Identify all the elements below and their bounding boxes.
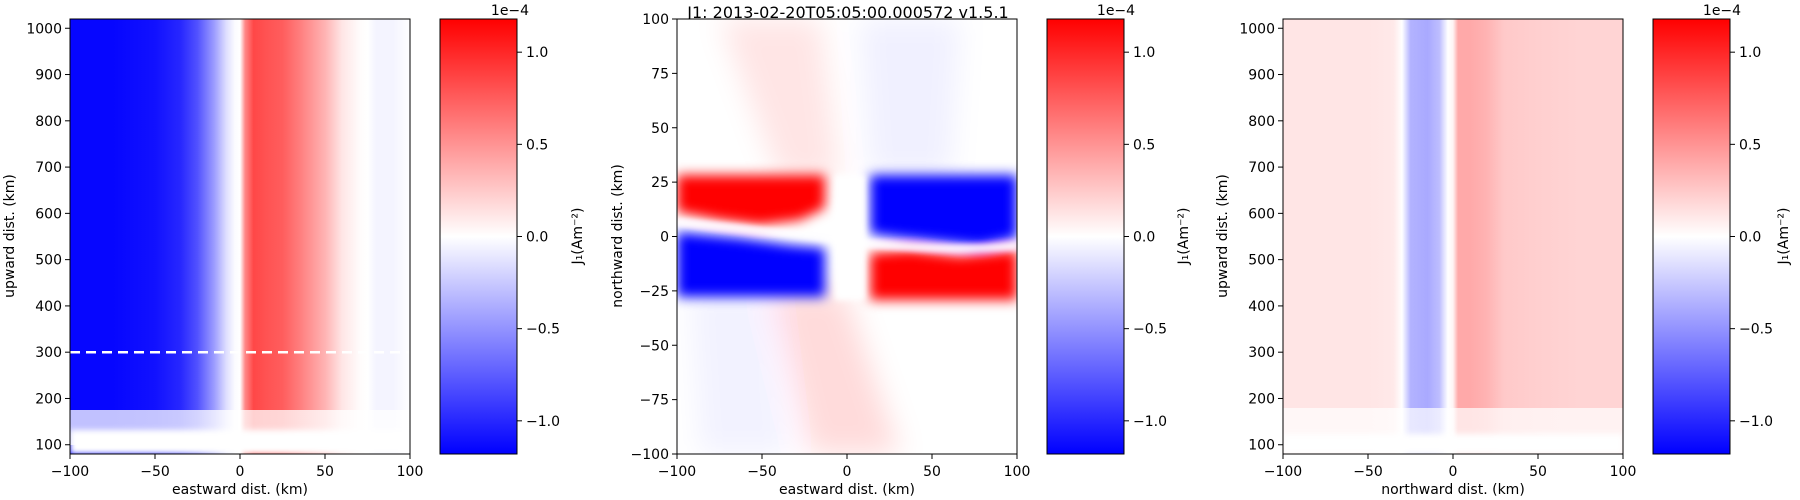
y-tick-label-a-800: 800 (35, 114, 62, 130)
colorbar-b-tick-label-3: −0.5 (1133, 322, 1167, 338)
x-tick-label-a-0: 0 (236, 464, 245, 480)
heatmap-b-center-gap (835, 175, 865, 300)
x-tick-label-b-50: 50 (923, 464, 941, 480)
y-tick-label-c-800: 800 (1248, 114, 1275, 130)
panel-eastward-northward: −100 −50 0 50 100 −100 −75 −50 −25 0 25 50 75 100 eas… (610, 12, 1030, 498)
x-tick-label-c--50: −50 (1353, 464, 1383, 480)
y-tick-label-a-600: 600 (35, 206, 62, 222)
y-tick-label-b-100: 100 (642, 12, 669, 28)
colorbar-b-tick-label-2: 0.0 (1133, 230, 1155, 246)
x-tick-label-b--100: −100 (658, 464, 696, 480)
colorbar-a-ticks: 1.0 0.5 0.0 −0.5 −1.0 (439, 18, 560, 455)
y-tick-label-b--75: −75 (639, 393, 669, 409)
heatmap-c (1283, 19, 1623, 454)
heatmap-a (70, 19, 410, 454)
colorbar-a-gradient (440, 19, 517, 454)
heatmap-c-field (1283, 19, 1623, 454)
y-tick-label-c-700: 700 (1248, 160, 1275, 176)
colorbar-b-tick-label-1: 0.5 (1133, 137, 1155, 153)
colorbar-a-exponent: 1e−4 (491, 3, 529, 19)
y-tick-label-c-100: 100 (1248, 438, 1275, 454)
figure-title: J1: 2013-02-20T05:05:00.000572 v1.5.1 (686, 3, 1008, 22)
y-tick-label-b--25: −25 (639, 284, 669, 300)
x-tick-label-a--50: −50 (140, 464, 170, 480)
x-tick-label-c-0: 0 (1449, 464, 1458, 480)
heatmap-a-field (70, 19, 410, 454)
y-tick-label-a-300: 300 (35, 345, 62, 361)
x-tick-label-a--100: −100 (51, 464, 89, 480)
colorbar-b-tick-label-4: −1.0 (1133, 414, 1167, 430)
colorbar-c-ticks: 1.0 0.5 0.0 −0.5 −1.0 (1652, 18, 1773, 455)
y-tick-label-c-900: 900 (1248, 68, 1275, 84)
x-tick-label-c--100: −100 (1264, 464, 1302, 480)
colorbar-c-tick-label-3: −0.5 (1739, 322, 1773, 338)
y-tick-label-c-600: 600 (1248, 206, 1275, 222)
colorbar-b-exponent: 1e−4 (1097, 3, 1135, 19)
axes-b: −100 −50 0 50 100 −100 −75 −50 −25 0 25 50 75 100 (631, 12, 1031, 480)
colorbar-c-exponent: 1e−4 (1703, 3, 1741, 19)
heatmap-b-diffuse (690, 19, 960, 454)
colorbar-c-gradient (1653, 19, 1730, 454)
axes-c: −100 −50 0 50 100 100 200 300 400 500 600 700 800 900… (1239, 21, 1636, 480)
axes-a: −100 −50 0 50 100 100 200 300 400 500 600 700 800 900… (26, 21, 423, 480)
colorbar-b: 1.0 0.5 0.0 −0.5 −1.0 1e−4 J₁(Am⁻²) (1046, 3, 1192, 455)
panel-northward-upward: −100 −50 0 50 100 100 200 300 400 500 600 700 800 900… (1215, 18, 1636, 498)
colorbar-b-tick-label-0: 1.0 (1133, 45, 1155, 61)
y-tick-label-b--100: −100 (631, 447, 669, 463)
x-axis-label-c: northward dist. (km) (1381, 482, 1525, 498)
colorbar-b-gradient (1047, 19, 1124, 454)
y-tick-label-a-500: 500 (35, 253, 62, 269)
y-tick-label-c-500: 500 (1248, 253, 1275, 269)
heatmap-c-floor (1283, 434, 1623, 454)
y-tick-label-a-100: 100 (35, 438, 62, 454)
heatmap-b (677, 19, 1017, 454)
colorbar-c-label: J₁(Am⁻²) (1776, 208, 1792, 266)
y-tick-label-c-200: 200 (1248, 391, 1275, 407)
y-tick-label-b-75: 75 (651, 66, 669, 82)
y-tick-label-a-400: 400 (35, 299, 62, 315)
x-axis-label-a: eastward dist. (km) (172, 482, 308, 498)
colorbar-b-ticks: 1.0 0.5 0.0 −0.5 −1.0 (1046, 18, 1167, 455)
colorbar-a-tick-label-0: 1.0 (526, 45, 548, 61)
x-tick-label-c-50: 50 (1529, 464, 1547, 480)
y-tick-label-b-50: 50 (651, 121, 669, 137)
y-tick-label-c-300: 300 (1248, 345, 1275, 361)
x-tick-label-b--50: −50 (747, 464, 777, 480)
x-tick-label-c-100: 100 (1610, 464, 1637, 480)
y-tick-label-a-700: 700 (35, 160, 62, 176)
colorbar-c: 1.0 0.5 0.0 −0.5 −1.0 1e−4 J₁(Am⁻²) (1652, 3, 1792, 455)
colorbar-c-tick-label-2: 0.0 (1739, 230, 1761, 246)
panel-eastward-upward: −100 −50 0 50 100 100 200 300 400 500 600 700 800 900… (2, 18, 423, 498)
x-tick-label-a-100: 100 (397, 464, 424, 480)
x-tick-label-b-0: 0 (843, 464, 852, 480)
colorbar-c-tick-label-1: 0.5 (1739, 137, 1761, 153)
y-tick-label-b--50: −50 (639, 338, 669, 354)
colorbar-b-label: J₁(Am⁻²) (1176, 208, 1192, 266)
colorbar-a-label: J₁(Am⁻²) (570, 208, 586, 266)
y-tick-label-b-25: 25 (651, 175, 669, 191)
y-tick-label-c-400: 400 (1248, 299, 1275, 315)
y-tick-label-a-900: 900 (35, 68, 62, 84)
colorbar-c-tick-label-4: −1.0 (1739, 414, 1773, 430)
y-tick-label-b-0: 0 (660, 230, 669, 246)
colorbar-a-tick-label-1: 0.5 (526, 137, 548, 153)
y-axis-label-b: northward dist. (km) (610, 164, 626, 308)
colorbar-a-tick-label-3: −0.5 (526, 322, 560, 338)
heatmap-b-lobes (677, 175, 1017, 300)
x-axis-label-b: eastward dist. (km) (779, 482, 915, 498)
y-tick-label-a-1000: 1000 (26, 21, 62, 37)
x-tick-label-a-50: 50 (316, 464, 334, 480)
y-tick-label-a-200: 200 (35, 391, 62, 407)
y-axis-label-a: upward dist. (km) (2, 174, 18, 298)
y-tick-label-c-1000: 1000 (1239, 21, 1275, 37)
colorbar-a-tick-label-2: 0.0 (526, 230, 548, 246)
x-tick-label-b-100: 100 (1004, 464, 1031, 480)
y-axis-label-c: upward dist. (km) (1215, 174, 1231, 298)
colorbar-c-tick-label-0: 1.0 (1739, 45, 1761, 61)
colorbar-a: 1.0 0.5 0.0 −0.5 −1.0 1e−4 J₁(Am⁻²) (439, 3, 586, 455)
colorbar-a-tick-label-4: −1.0 (526, 414, 560, 430)
heatmap-a-floor (70, 430, 410, 454)
